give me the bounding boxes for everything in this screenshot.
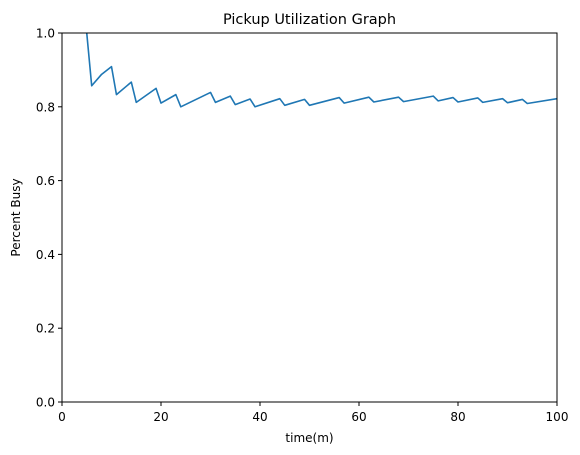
y-tick-label: 0.2 bbox=[36, 322, 55, 336]
y-axis-label: Percent Busy bbox=[9, 178, 23, 256]
x-axis-label: time(m) bbox=[285, 431, 333, 445]
chart-title: Pickup Utilization Graph bbox=[223, 12, 396, 28]
x-tick-label: 80 bbox=[450, 410, 465, 424]
y-tick-label: 0.0 bbox=[36, 396, 55, 410]
y-tick-label: 0.4 bbox=[36, 248, 55, 262]
plot-frame bbox=[61, 32, 558, 403]
y-tick-label: 1.0 bbox=[36, 27, 55, 41]
y-tick-label: 0.6 bbox=[36, 174, 55, 188]
x-tick-label: 20 bbox=[153, 410, 168, 424]
y-tick-label: 0.8 bbox=[36, 100, 55, 114]
x-tick-label: 60 bbox=[351, 410, 366, 424]
x-tick-label: 0 bbox=[58, 410, 66, 424]
series-line-0 bbox=[85, 33, 557, 108]
x-tick-label: 40 bbox=[252, 410, 267, 424]
x-tick-label: 100 bbox=[546, 410, 569, 424]
